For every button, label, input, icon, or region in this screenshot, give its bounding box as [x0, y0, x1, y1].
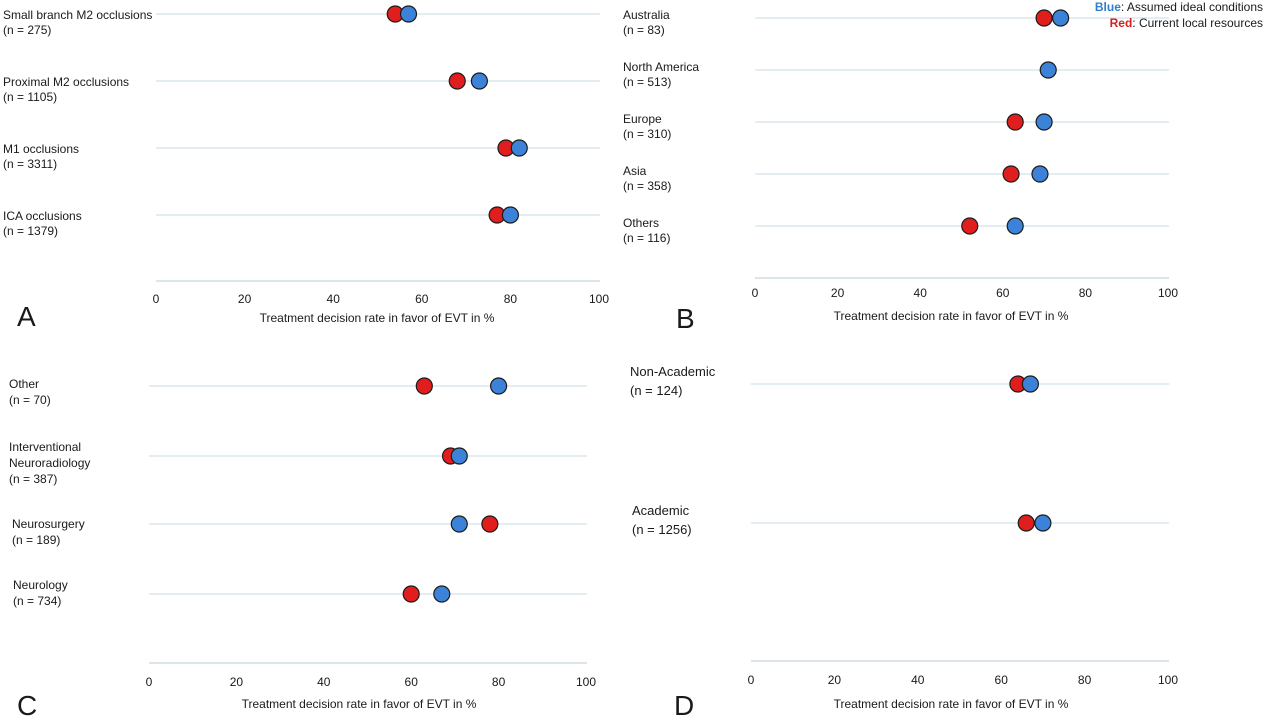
red-point: [402, 585, 420, 603]
x-axis-title: Treatment decision rate in favor of EVT …: [260, 311, 495, 325]
panel-a: 0 20 40 60 80 100 Treatment decision rate in f…: [3, 5, 609, 332]
x-tick-label: 40: [327, 292, 341, 306]
blue-point: [510, 139, 528, 157]
x-tick-label: 20: [238, 292, 252, 306]
blue-point: [399, 5, 418, 23]
category-label: Asia (n = 358): [623, 164, 671, 193]
x-tick-label: 80: [504, 292, 518, 306]
panel-letter: B: [676, 303, 695, 334]
x-tick-label: 0: [752, 286, 759, 300]
blue-point: [1034, 514, 1052, 532]
blue-point: [433, 585, 451, 603]
panel-d: 0 20 40 60 80 100 Treatment decision rate in f…: [630, 364, 1178, 721]
category-label: Academic (n = 1256): [632, 503, 692, 537]
x-tick-label: 20: [230, 675, 244, 689]
legend-red-text: : Current local resources: [1132, 16, 1263, 30]
panel-c: 0 20 40 60 80 100 Treatment decision rate in f…: [9, 377, 596, 721]
category-label: Other (n = 70): [9, 377, 51, 407]
x-tick-label: 60: [995, 673, 1009, 687]
x-tick-label: 40: [317, 675, 331, 689]
panel-letter: C: [17, 690, 37, 721]
x-tick-label: 0: [153, 292, 160, 306]
red-point: [415, 377, 433, 395]
x-tick-label: 40: [914, 286, 928, 300]
x-tick-label: 100: [576, 675, 596, 689]
red-point: [448, 72, 466, 90]
x-tick-label: 80: [492, 675, 506, 689]
category-label: Neurosurgery (n = 189): [12, 517, 85, 547]
category-label: ICA occlusions (n = 1379): [3, 209, 82, 238]
x-tick-label: 100: [589, 292, 609, 306]
x-tick-label: 0: [748, 673, 755, 687]
red-point: [1002, 165, 1020, 183]
x-tick-label: 20: [831, 286, 845, 300]
x-tick-label: 60: [996, 286, 1010, 300]
legend-blue-key: Blue: [1095, 0, 1121, 14]
blue-point: [450, 515, 468, 533]
category-label: Small branch M2 occlusions (n = 275): [3, 8, 152, 37]
red-point: [1035, 9, 1053, 27]
red-point: [1006, 113, 1024, 131]
red-point: [481, 515, 499, 533]
blue-point: [1021, 375, 1039, 393]
x-tick-label: 80: [1078, 673, 1092, 687]
blue-point: [1006, 217, 1024, 235]
x-tick-label: 100: [1158, 286, 1178, 300]
category-label: North America (n = 513): [623, 60, 699, 89]
x-axis-title: Treatment decision rate in favor of EVT …: [242, 697, 477, 711]
category-label: Interventional Neuroradiology (n = 387): [9, 440, 90, 486]
legend-blue-text: : Assumed ideal conditions: [1121, 0, 1263, 14]
red-point: [961, 217, 979, 235]
category-label: Australia (n = 83): [623, 8, 670, 37]
red-point: [1017, 514, 1035, 532]
blue-point: [1039, 61, 1057, 79]
x-axis-title: Treatment decision rate in favor of EVT …: [834, 697, 1069, 711]
category-label: Proximal M2 occlusions (n = 1105): [3, 75, 129, 104]
x-tick-label: 60: [405, 675, 419, 689]
legend-blue-entry: Blue: Assumed ideal conditions: [1095, 0, 1263, 14]
category-label: Others (n = 116): [623, 216, 670, 245]
blue-point: [501, 206, 519, 224]
category-label: Non-Academic (n = 124): [630, 364, 716, 398]
x-tick-label: 20: [828, 673, 842, 687]
x-tick-label: 40: [911, 673, 925, 687]
blue-point: [490, 377, 508, 395]
x-axis-title: Treatment decision rate in favor of EVT …: [834, 309, 1069, 323]
panel-letter: A: [17, 301, 36, 332]
x-tick-label: 0: [146, 675, 153, 689]
legend: Blue: Assumed ideal conditions Red: Curr…: [1095, 0, 1263, 30]
category-label: Neurology (n = 734): [13, 578, 68, 608]
panel-letter: D: [674, 690, 694, 721]
legend-red-key: Red: [1110, 16, 1133, 30]
x-tick-label: 60: [415, 292, 429, 306]
blue-point: [1031, 165, 1049, 183]
category-label: Europe (n = 310): [623, 112, 671, 141]
panel-b: 0 20 40 60 80 100 Treatment decision rate in f…: [623, 8, 1178, 334]
blue-point: [1035, 113, 1053, 131]
blue-point: [470, 72, 488, 90]
category-label: M1 occlusions (n = 3311): [3, 142, 79, 171]
legend-red-entry: Red: Current local resources: [1110, 16, 1263, 30]
x-tick-label: 80: [1079, 286, 1093, 300]
blue-point: [1052, 9, 1070, 27]
blue-point: [450, 447, 468, 465]
x-tick-label: 100: [1158, 673, 1178, 687]
